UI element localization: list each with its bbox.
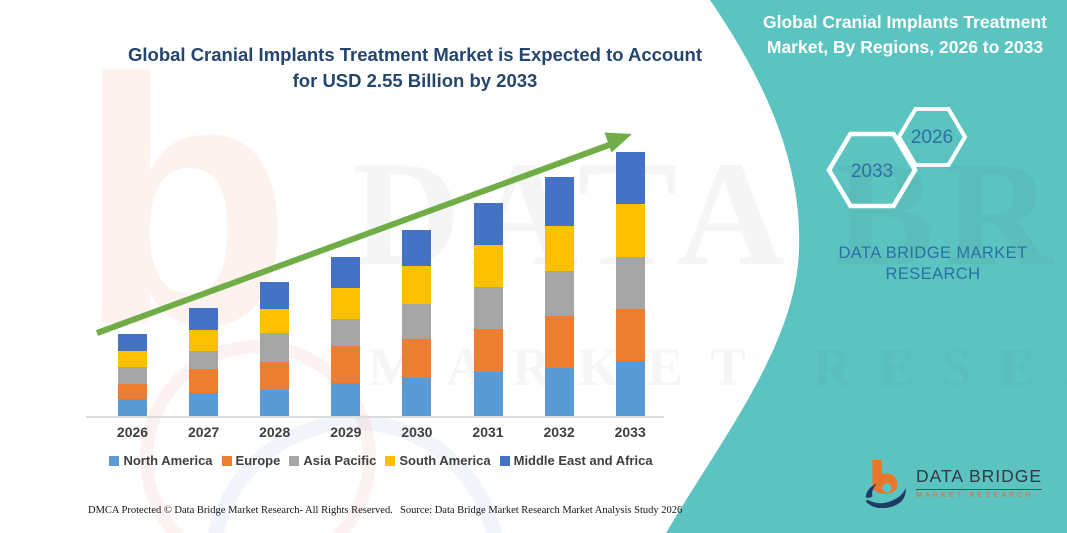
- x-axis-label-2030: 2030: [401, 424, 433, 440]
- legend-item-middle-east-and-africa: Middle East and Africa: [499, 453, 653, 468]
- x-axis-label-2028: 2028: [259, 424, 291, 440]
- legend-label: Asia Pacific: [303, 453, 377, 468]
- legend-item-north-america: North America: [109, 453, 213, 468]
- bar-segment-middle-east-and-africa: [402, 229, 432, 266]
- hexagon-2026: [896, 107, 968, 167]
- legend-label: North America: [123, 453, 213, 468]
- hexagon-2033-label: 2033: [851, 161, 893, 182]
- brand-line1: DATA BRIDGE MARKET: [838, 244, 1028, 262]
- bar-segment-asia-pacific: [118, 367, 147, 384]
- x-axis-label-2032: 2032: [543, 424, 575, 440]
- bar-segment-north-america: [331, 382, 361, 416]
- bar-segment-asia-pacific: [544, 271, 574, 316]
- logo-name: DATA BRIDGE: [916, 466, 1043, 490]
- chart-title-line2: for USD 2.55 Billion by 2033: [292, 70, 538, 91]
- bar-segment-south-america: [402, 265, 432, 305]
- bar-2032: [544, 177, 574, 416]
- bar-segment-south-america: [118, 350, 147, 368]
- bar-segment-middle-east-and-africa: [260, 281, 290, 310]
- bar-segment-asia-pacific: [615, 256, 645, 310]
- bar-segment-asia-pacific: [402, 304, 432, 340]
- side-panel-title-line2: Market, By Regions, 2026 to 2033: [766, 37, 1044, 57]
- bar-2027: [189, 308, 219, 416]
- x-axis-line: [86, 416, 664, 418]
- bar-segment-north-america: [615, 361, 645, 416]
- bar-segment-europe: [331, 345, 361, 383]
- bar-segment-middle-east-and-africa: [331, 256, 361, 288]
- bar-segment-middle-east-and-africa: [615, 151, 645, 204]
- chart-title: Global Cranial Implants Treatment Market…: [110, 42, 720, 94]
- hexagon-2026-label: 2026: [911, 127, 953, 148]
- logo-text-block: DATA BRIDGE MARKET RESEARCH: [916, 466, 1043, 499]
- side-panel-title: Global Cranial Implants Treatment Market…: [752, 10, 1058, 60]
- bar-segment-europe: [473, 329, 503, 372]
- logo-subtitle: MARKET RESEARCH: [916, 491, 1034, 499]
- legend-label: South America: [399, 453, 491, 468]
- bar-2030: [402, 229, 432, 416]
- legend-swatch: [499, 455, 510, 466]
- x-axis-label-2029: 2029: [330, 424, 362, 440]
- bar-segment-europe: [402, 339, 432, 378]
- legend-label: Middle East and Africa: [513, 453, 653, 468]
- bar-2029: [331, 256, 361, 416]
- bar-segment-asia-pacific: [331, 318, 361, 346]
- bar-segment-middle-east-and-africa: [473, 202, 503, 246]
- chart-title-line1: Global Cranial Implants Treatment Market…: [128, 44, 702, 65]
- x-axis-label-2031: 2031: [472, 424, 504, 440]
- footer-dmca-text: DMCA Protected © Data Bridge Market Rese…: [88, 505, 393, 516]
- bar-segment-south-america: [260, 309, 290, 334]
- x-axis-label-2033: 2033: [614, 424, 646, 440]
- bar-segment-asia-pacific: [260, 333, 290, 363]
- bar-2033: [615, 151, 645, 416]
- bar-segment-south-america: [473, 245, 503, 287]
- bar-segment-north-america: [189, 393, 219, 416]
- bar-2026: [118, 334, 147, 416]
- x-axis-label-2027: 2027: [188, 424, 220, 440]
- legend-label: Europe: [235, 453, 281, 468]
- bar-segment-asia-pacific: [473, 286, 503, 330]
- legend-swatch: [109, 455, 120, 466]
- legend-item-europe: Europe: [221, 453, 281, 468]
- bar-segment-middle-east-and-africa: [189, 308, 219, 331]
- x-axis-label-2026: 2026: [116, 424, 149, 440]
- bar-segment-europe: [118, 383, 147, 400]
- bar-segment-south-america: [544, 225, 574, 272]
- bar-segment-north-america: [260, 390, 290, 416]
- bar-segment-north-america: [473, 371, 503, 416]
- bar-segment-north-america: [544, 368, 574, 416]
- bar-segment-south-america: [189, 330, 219, 351]
- brand-wordmark: DATA BRIDGE MARKET RESEARCH: [806, 243, 1060, 285]
- bar-segment-europe: [260, 362, 290, 391]
- databridge-logo-icon: [865, 460, 906, 508]
- legend-item-asia-pacific: Asia Pacific: [289, 453, 376, 468]
- bar-segment-south-america: [331, 287, 361, 319]
- legend-item-south-america: South America: [385, 453, 491, 468]
- legend-swatch: [385, 455, 396, 466]
- hexagon-2033: [826, 131, 918, 209]
- bar-segment-europe: [189, 369, 219, 394]
- bar-2028: [260, 281, 290, 416]
- chart-legend: North America Europe Asia Pacific South Ame…: [88, 453, 674, 468]
- brand-line2: RESEARCH: [885, 265, 981, 283]
- bar-segment-europe: [544, 315, 574, 369]
- bar-segment-north-america: [402, 377, 432, 416]
- bar-2031: [473, 202, 503, 416]
- legend-swatch: [221, 455, 232, 466]
- databridge-logo: DATA BRIDGE MARKET RESEARCH: [864, 456, 1043, 508]
- bar-segment-asia-pacific: [189, 350, 219, 370]
- legend-swatch: [289, 455, 300, 466]
- footer-source-text: Source: Data Bridge Market Research Mark…: [400, 505, 683, 516]
- year-hexagons: 2033 2026: [826, 107, 968, 209]
- bar-segment-europe: [615, 309, 645, 362]
- trend-arrow: [95, 132, 632, 336]
- bar-segment-middle-east-and-africa: [118, 334, 147, 351]
- plot-area: [90, 118, 670, 416]
- bar-segment-middle-east-and-africa: [544, 177, 574, 226]
- bar-segment-north-america: [118, 399, 147, 416]
- side-panel-title-line1: Global Cranial Implants Treatment: [763, 12, 1047, 32]
- bar-segment-south-america: [615, 203, 645, 257]
